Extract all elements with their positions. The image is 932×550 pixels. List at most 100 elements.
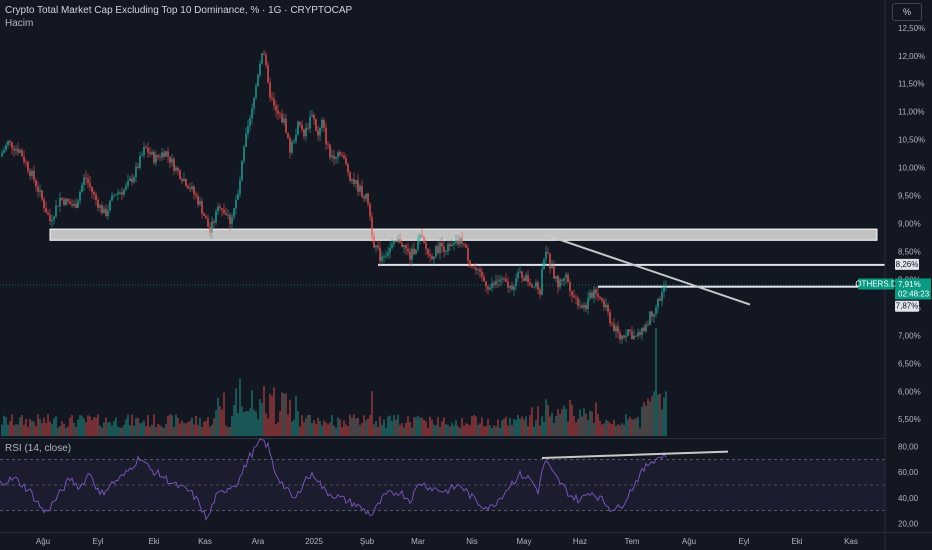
candle-body — [423, 237, 425, 243]
volume-bar — [31, 421, 33, 436]
volume-bar — [353, 414, 355, 436]
volume-bar — [647, 398, 649, 436]
volume-bar — [3, 415, 5, 436]
volume-bar — [241, 406, 243, 436]
candle-body — [159, 157, 161, 158]
candle-body — [221, 208, 223, 210]
volume-bar — [11, 414, 13, 436]
candle-body — [361, 185, 363, 197]
volume-bar — [591, 411, 593, 436]
volume-bar — [37, 414, 39, 436]
candle-body — [115, 194, 117, 196]
candle-body — [477, 269, 479, 271]
y-tick-label: 10,50% — [898, 136, 925, 145]
volume-bar — [603, 423, 605, 436]
candle-body — [485, 281, 487, 287]
volume-bar — [75, 427, 77, 436]
volume-bar — [475, 416, 477, 436]
candle-body — [233, 208, 235, 218]
volume-layer — [1, 328, 667, 436]
price-badge-bg — [895, 278, 931, 300]
candle-body — [195, 194, 197, 197]
volume-bar — [77, 419, 79, 436]
candle-body — [179, 170, 181, 180]
candle-body — [153, 151, 155, 163]
volume-bar — [317, 417, 319, 436]
volume-bar — [297, 411, 299, 436]
candle-body — [327, 143, 329, 145]
candle-body — [67, 198, 69, 202]
candle-body — [337, 152, 339, 157]
volume-bar — [341, 427, 343, 436]
candle-body — [561, 279, 563, 281]
candle-body — [93, 192, 95, 195]
volume-bar — [665, 391, 667, 436]
volume-bar — [535, 420, 537, 436]
candle-body — [417, 238, 419, 250]
volume-bar — [449, 426, 451, 436]
volume-bar — [231, 416, 233, 436]
volume-bar — [55, 416, 57, 436]
volume-bar — [287, 414, 289, 436]
volume-bar — [113, 420, 115, 436]
x-tick-label: Eki — [791, 537, 802, 546]
volume-bar — [481, 417, 483, 436]
volume-bar — [167, 415, 169, 436]
rsi-band — [0, 459, 885, 511]
candle-body — [59, 197, 61, 207]
candle-body — [5, 145, 7, 150]
volume-bar — [355, 418, 357, 436]
candle-body — [633, 335, 635, 340]
candle-body — [239, 180, 241, 194]
candle-body — [595, 289, 597, 294]
rsi-tick-label: 20,00 — [898, 520, 919, 529]
candle-body — [199, 201, 201, 205]
volume-bar — [13, 425, 15, 436]
volume-bar — [57, 427, 59, 436]
volume-bar — [361, 423, 363, 436]
volume-bar — [107, 422, 109, 436]
candle-body — [655, 307, 657, 314]
volume-bar — [301, 415, 303, 436]
time-axis[interactable]: Ağu Eyl Eki Kas Ara 2025 Şub Mar Nis May Haz Tem Ağu… — [0, 532, 932, 547]
candle-body — [607, 304, 609, 312]
volume-bar — [215, 410, 217, 436]
volume-bar — [203, 421, 205, 436]
volume-bar — [51, 424, 53, 436]
volume-bar — [233, 405, 235, 436]
volume-bar — [213, 418, 215, 436]
volume-bar — [435, 425, 437, 436]
drawings-layer — [544, 233, 751, 306]
candle-body — [181, 179, 183, 182]
volume-bar — [257, 419, 259, 436]
volume-bar — [115, 417, 117, 436]
candle-body — [301, 124, 303, 130]
volume-bar — [189, 420, 191, 436]
candle-body — [269, 82, 271, 98]
price-trendline — [544, 233, 751, 306]
volume-bar — [401, 423, 403, 436]
volume-bar — [267, 418, 269, 436]
candle-body — [393, 240, 395, 244]
y-tick-label: 9,50% — [898, 192, 921, 201]
candle-body — [565, 274, 567, 278]
volume-bar — [109, 422, 111, 436]
volume-bar — [625, 414, 627, 436]
percent-scale-button[interactable]: % — [892, 3, 922, 21]
level-low-badge: 7,87% — [895, 300, 919, 312]
candle-body — [639, 332, 641, 335]
volume-bar — [575, 422, 577, 436]
candle-body — [163, 152, 165, 157]
volume-bar — [325, 422, 327, 436]
volume-bar — [561, 409, 563, 436]
candle-body — [57, 205, 59, 207]
volume-bar — [551, 412, 553, 436]
candle-body — [415, 249, 417, 254]
volume-bar — [597, 414, 599, 436]
candle-body — [419, 235, 421, 239]
candle-body — [499, 279, 501, 282]
candle-body — [305, 127, 307, 137]
candle-body — [453, 242, 455, 245]
candle-body — [585, 304, 587, 310]
volume-bar — [479, 423, 481, 436]
